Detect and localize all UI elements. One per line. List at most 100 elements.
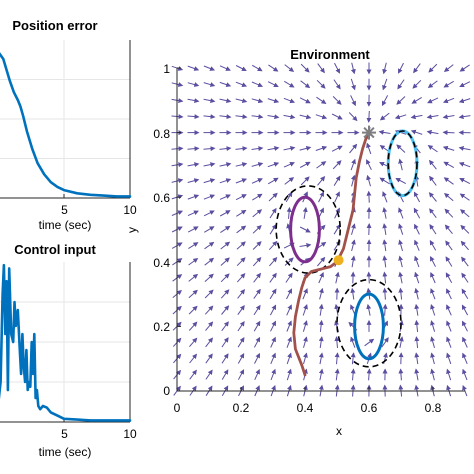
vector-arrow-98 [235, 162, 248, 167]
vector-arrow-255 [364, 338, 375, 347]
vector-arrow-99 [235, 146, 248, 152]
vector-arrow-358 [446, 368, 452, 381]
vector-arrow-234 [350, 336, 356, 348]
start-marker-stroke-3 [363, 126, 375, 139]
vector-arrow-346 [429, 224, 437, 235]
vector-arrow-373 [442, 130, 455, 136]
vector-arrow-389 [460, 209, 470, 218]
env-x-label: x [336, 424, 342, 438]
vector-arrow-77 [219, 162, 232, 168]
vector-arrow-188 [300, 63, 310, 73]
vector-arrow-66 [221, 337, 229, 348]
vector-arrow-372 [442, 145, 455, 151]
vector-arrow-165 [283, 97, 296, 104]
environment-obstacles [275, 129, 419, 368]
vector-arrow-385 [461, 272, 469, 283]
vector-arrow-345 [429, 240, 437, 251]
vector-arrow-344 [430, 256, 436, 267]
vector-arrow-314 [398, 62, 404, 74]
vector-arrow-61 [203, 82, 216, 87]
vector-arrow-47 [204, 305, 214, 315]
vector-arrow-69 [220, 289, 230, 299]
vector-arrow-140 [267, 162, 280, 168]
vector-arrow-388 [460, 224, 470, 234]
vector-arrow-97 [235, 178, 248, 184]
vector-arrow-374 [442, 114, 455, 120]
vector-arrow-87 [237, 337, 245, 348]
vector-arrow-137 [269, 207, 277, 219]
vector-arrow-354 [427, 97, 439, 104]
vector-arrow-158 [286, 206, 292, 219]
vector-arrow-371 [443, 161, 455, 169]
vector-arrow-341 [430, 304, 436, 316]
vector-arrow-127 [270, 368, 276, 381]
vector-arrow-122 [251, 114, 264, 120]
vector-arrow-30 [188, 242, 199, 250]
vector-arrow-282 [382, 239, 388, 252]
vector-arrow-348 [428, 192, 437, 202]
control-input-title: Control input [14, 242, 96, 257]
vector-arrow-38 [187, 114, 200, 120]
vector-arrow-75 [219, 194, 231, 200]
vector-arrow-377 [443, 64, 454, 73]
vector-arrow-183 [299, 145, 312, 151]
vector-arrow-237 [350, 287, 356, 300]
vector-arrow-302 [398, 255, 404, 268]
vector-arrow-363 [446, 288, 452, 300]
vector-arrow-319 [414, 319, 420, 332]
vector-arrow-386 [461, 256, 469, 267]
vector-arrow-221 [334, 207, 340, 219]
vector-arrow-43 [205, 369, 213, 380]
control-input-x-tick-10: 10 [123, 427, 137, 441]
vector-arrow-204 [315, 145, 328, 151]
vector-arrow-108 [253, 336, 261, 348]
vector-arrow-337 [430, 368, 436, 381]
vector-arrow-51 [204, 241, 215, 250]
vector-arrow-334 [412, 79, 422, 89]
vector-arrow-331 [410, 129, 423, 135]
vector-arrow-41 [187, 65, 200, 71]
vector-arrow-34 [187, 178, 200, 184]
vector-arrow-141 [267, 146, 280, 151]
vector-arrow-54 [203, 194, 216, 200]
vector-arrow-95 [236, 209, 247, 217]
vector-arrow-73 [220, 225, 231, 234]
env-y-tick-1: 1 [163, 62, 170, 76]
vector-arrow-143 [267, 114, 280, 120]
vector-arrow-152 [286, 304, 292, 316]
vector-arrow-318 [414, 336, 420, 349]
vector-arrow-101 [235, 114, 248, 120]
vector-arrow-25 [188, 321, 198, 331]
vector-arrow-286 [379, 177, 390, 185]
vector-arrow-173 [302, 304, 308, 316]
vector-arrow-222 [334, 191, 340, 203]
vector-arrow-392 [458, 162, 471, 168]
vector-arrow-332 [410, 114, 423, 120]
vector-arrow-304 [398, 223, 404, 235]
vector-arrow-65 [221, 353, 229, 364]
vector-arrow-244 [350, 174, 356, 187]
vector-arrow-338 [430, 352, 436, 365]
vector-arrow-113 [252, 256, 262, 267]
environment-panel: Environment 0 0.2 0.4 0.6 0.8 0 0.2 0.4 … [125, 47, 471, 438]
vector-arrow-280 [382, 271, 388, 284]
vector-arrow-60 [203, 98, 216, 104]
vector-arrow-118 [251, 178, 263, 184]
vector-arrow-86 [237, 353, 245, 364]
vector-arrow-217 [334, 271, 340, 284]
vector-arrow-124 [251, 81, 264, 88]
vector-arrow-53 [203, 210, 215, 217]
vector-arrow-220 [333, 223, 341, 235]
vector-arrow-333 [411, 96, 422, 104]
vector-arrow-309 [396, 144, 406, 153]
vector-arrow-93 [236, 241, 246, 250]
vector-arrow-283 [382, 223, 388, 235]
vector-arrow-177 [299, 242, 312, 248]
vector-arrow-353 [426, 114, 439, 120]
obstacle-ellipse-0 [289, 195, 321, 264]
vector-arrow-56 [203, 162, 216, 168]
vector-arrow-289 [378, 129, 391, 135]
vector-arrow-290 [379, 112, 390, 121]
vector-arrow-57 [203, 146, 216, 152]
vector-arrow-251 [350, 62, 356, 75]
